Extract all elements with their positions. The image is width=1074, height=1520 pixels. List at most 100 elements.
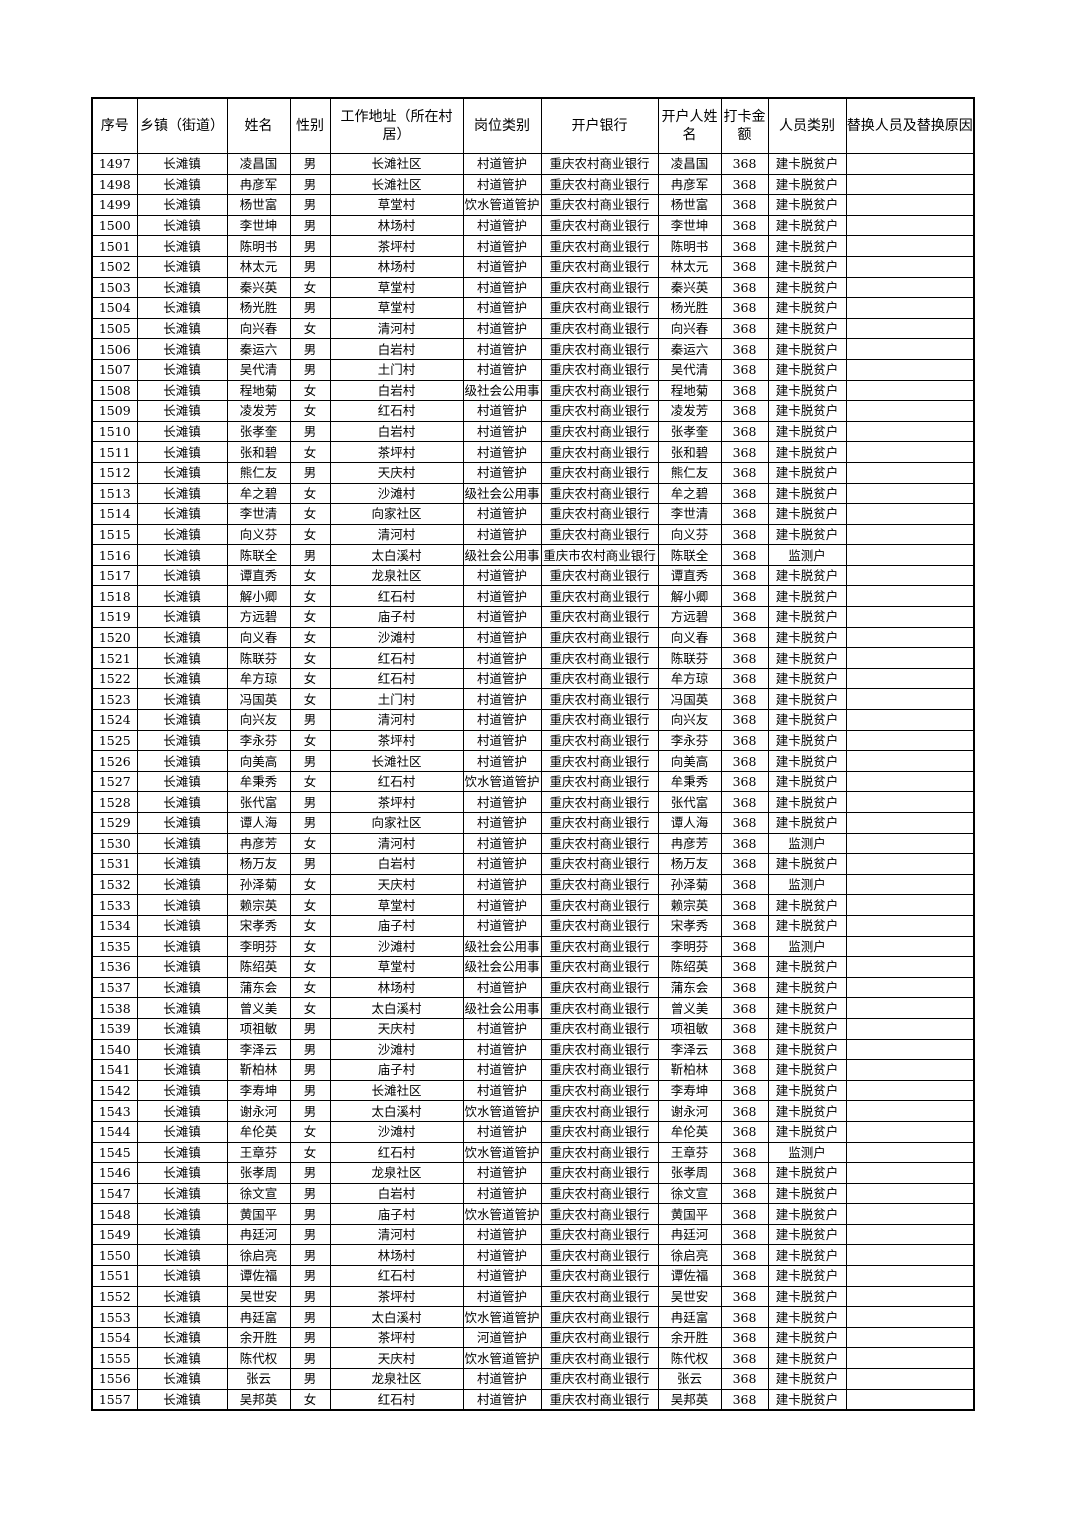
table-row: 1546 长滩镇 张孝周男龙泉社区 村道管护 重庆农村商业银行 张孝周 368 建卡脱贫户 [91, 1162, 975, 1184]
cell-bank: 重庆农村商业银行 [540, 1265, 659, 1287]
cell-amount: 368 [720, 1079, 769, 1102]
cell-work-address: 土门村 [329, 358, 464, 381]
cell-post-type: 村道管护 [462, 173, 542, 196]
cell-amount: 368 [720, 1368, 769, 1390]
cell-work-address: 草堂村 [329, 297, 464, 319]
cell-person-category: 建卡脱贫户 [767, 173, 847, 196]
cell-replacement [845, 544, 975, 566]
cell-serial: 1511 [91, 441, 138, 463]
cell-amount: 368 [720, 729, 769, 752]
cell-bank: 重庆农村商业银行 [540, 482, 659, 505]
cell-post-type: 村道管护 [462, 1059, 542, 1081]
cell-name: 方远碧 [226, 606, 291, 628]
cell-post-type: 村道管护 [462, 812, 542, 834]
cell-amount: 368 [720, 461, 769, 484]
cell-replacement [845, 338, 975, 360]
cell-person-category: 建卡脱贫户 [767, 750, 847, 772]
cell-replacement [845, 461, 975, 484]
table-row: 1531 长滩镇 杨万友男白岩村 村道管护 重庆农村商业银行 杨万友 368 建卡脱贫户 [91, 853, 975, 875]
cell-gender: 男 [289, 358, 331, 381]
cell-serial: 1545 [91, 1141, 138, 1164]
cell-account-holder: 向兴友 [657, 709, 722, 731]
cell-amount: 368 [720, 276, 769, 299]
cell-serial: 1538 [91, 997, 138, 1019]
cell-post-type: 级社会公用事 [462, 935, 542, 958]
cell-name: 谭直秀 [226, 564, 291, 587]
cell-gender: 女 [289, 317, 331, 340]
cell-person-category: 建卡脱贫户 [767, 914, 847, 937]
cell-person-category: 建卡脱贫户 [767, 1244, 847, 1267]
cell-amount: 368 [720, 1244, 769, 1267]
table-row: 1541 长滩镇 靳柏林男庙子村 村道管护 重庆农村商业银行 靳柏林 368 建卡脱贫户 [91, 1059, 975, 1081]
cell-serial: 1550 [91, 1244, 138, 1267]
cell-gender: 男 [289, 194, 331, 216]
cell-serial: 1530 [91, 832, 138, 855]
cell-work-address: 沙滩村 [329, 482, 464, 505]
cell-amount: 368 [720, 873, 769, 896]
cell-gender: 女 [289, 997, 331, 1019]
cell-serial: 1525 [91, 729, 138, 752]
cell-name: 向义芬 [226, 523, 291, 546]
cell-serial: 1549 [91, 1223, 138, 1246]
cell-gender: 男 [289, 1244, 331, 1267]
cell-town: 长滩镇 [136, 585, 228, 608]
cell-bank: 重庆市农村商业银行 [540, 544, 659, 566]
cell-work-address: 天庆村 [329, 1347, 464, 1370]
cell-post-type: 村道管护 [462, 1120, 542, 1143]
cell-town: 长滩镇 [136, 297, 228, 319]
table-row: 1525 长滩镇 李永芬女茶坪村 村道管护 重庆农村商业银行 李永芬 368 建卡脱贫户 [91, 729, 975, 752]
cell-person-category: 建卡脱贫户 [767, 461, 847, 484]
cell-gender: 女 [289, 503, 331, 525]
cell-bank: 重庆农村商业银行 [540, 1347, 659, 1370]
cell-account-holder: 谢永河 [657, 1100, 722, 1122]
cell-replacement [845, 1326, 975, 1349]
cell-gender: 男 [289, 1306, 331, 1328]
cell-work-address: 沙滩村 [329, 1120, 464, 1143]
cell-amount: 368 [720, 1120, 769, 1143]
cell-replacement [845, 812, 975, 834]
cell-serial: 1521 [91, 647, 138, 669]
cell-account-holder: 吴世安 [657, 1285, 722, 1308]
cell-town: 长滩镇 [136, 770, 228, 793]
cell-name: 张云 [226, 1368, 291, 1390]
cell-amount: 368 [720, 956, 769, 978]
table-row: 1505 长滩镇 向兴春女清河村 村道管护 重庆农村商业银行 向兴春 368 建卡脱贫户 [91, 317, 975, 340]
cell-amount: 368 [720, 832, 769, 855]
table-row: 1538 长滩镇 曾义美女太白溪村 级社会公用事 重庆农村商业银行 曾义美 368 建卡脱贫户 [91, 997, 975, 1019]
cell-gender: 女 [289, 688, 331, 711]
cell-serial: 1516 [91, 544, 138, 566]
cell-town: 长滩镇 [136, 914, 228, 937]
cell-post-type: 村道管护 [462, 214, 542, 237]
cell-post-type: 村道管护 [462, 585, 542, 608]
cell-serial: 1500 [91, 214, 138, 237]
cell-post-type: 村道管护 [462, 564, 542, 587]
cell-bank: 重庆农村商业银行 [540, 1285, 659, 1308]
cell-gender: 女 [289, 770, 331, 793]
header-replacement: 替换人员及替换原因 [845, 97, 975, 154]
cell-serial: 1510 [91, 420, 138, 443]
cell-post-type: 村道管护 [462, 873, 542, 896]
cell-town: 长滩镇 [136, 935, 228, 958]
table-row: 1524 长滩镇 向兴友男清河村 村道管护 重庆农村商业银行 向兴友 368 建卡脱贫户 [91, 709, 975, 731]
cell-name: 向美高 [226, 750, 291, 772]
cell-work-address: 长滩社区 [329, 173, 464, 196]
cell-amount: 368 [720, 338, 769, 360]
cell-bank: 重庆农村商业银行 [540, 626, 659, 649]
cell-name: 凌发芳 [226, 400, 291, 422]
cell-post-type: 饮水管道管护 [462, 1203, 542, 1225]
cell-account-holder: 秦运六 [657, 338, 722, 360]
cell-account-holder: 张代富 [657, 791, 722, 813]
cell-work-address: 草堂村 [329, 276, 464, 299]
cell-replacement [845, 1079, 975, 1102]
cell-name: 冉彦军 [226, 173, 291, 196]
cell-post-type: 村道管护 [462, 1079, 542, 1102]
cell-account-holder: 徐文宣 [657, 1182, 722, 1205]
cell-work-address: 天庆村 [329, 873, 464, 896]
cell-work-address: 茶坪村 [329, 791, 464, 813]
cell-replacement [845, 832, 975, 855]
cell-replacement [845, 1141, 975, 1164]
cell-name: 牟之碧 [226, 482, 291, 505]
cell-bank: 重庆农村商业银行 [540, 338, 659, 360]
cell-replacement [845, 976, 975, 999]
cell-name: 杨万友 [226, 853, 291, 875]
